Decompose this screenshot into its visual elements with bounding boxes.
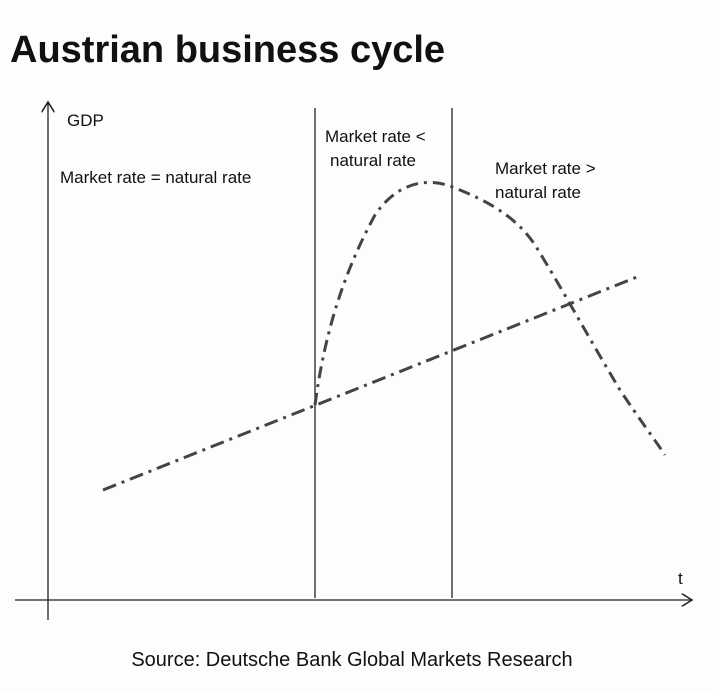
x-axis-label: t xyxy=(678,569,683,588)
region-label: Market rate < xyxy=(325,127,426,146)
region-label: natural rate xyxy=(495,183,581,202)
boom-bust-curve xyxy=(313,180,667,456)
region-label: Market rate > xyxy=(495,159,596,178)
region-label: Market rate = natural rate xyxy=(60,168,251,187)
trend-line xyxy=(102,275,638,492)
region-label: natural rate xyxy=(330,151,416,170)
y-axis-label: GDP xyxy=(67,111,104,130)
title: Austrian business cycle xyxy=(10,29,445,71)
source: Source: Deutsche Bank Global Markets Res… xyxy=(131,649,572,671)
